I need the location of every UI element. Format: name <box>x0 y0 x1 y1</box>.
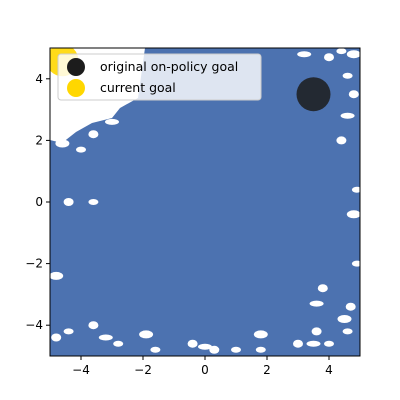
x-tick-label: 4 <box>325 363 333 377</box>
x-axis: −4 −2 0 2 4 <box>72 356 333 377</box>
coverage-gap <box>198 343 212 350</box>
y-tick-label: 2 <box>35 133 43 147</box>
x-tick-label: 2 <box>263 363 271 377</box>
coverage-gap <box>340 112 355 119</box>
coverage-gap <box>345 302 356 311</box>
y-axis: −4 −2 0 2 4 <box>25 72 50 332</box>
coverage-gap <box>88 321 99 330</box>
y-tick-label: 0 <box>35 195 43 209</box>
y-tick-label: −2 <box>25 257 43 271</box>
legend-box <box>57 53 262 101</box>
coverage-gap <box>309 300 324 307</box>
coverage-gap <box>88 199 99 205</box>
coverage-gap <box>336 48 347 55</box>
coverage-gap <box>88 130 99 139</box>
coverage-gap <box>50 271 64 280</box>
coverage-gap <box>55 139 70 148</box>
legend: original on-policy goal current goal <box>57 53 262 101</box>
legend-label-original-goal: original on-policy goal <box>100 59 238 74</box>
legend-marker-original-goal <box>67 58 85 76</box>
coverage-gap <box>346 210 360 219</box>
x-tick-label: −4 <box>72 363 90 377</box>
coverage-gap <box>231 346 241 353</box>
coverage-gap <box>76 146 86 153</box>
coverage-gap <box>98 334 113 341</box>
coverage-gap <box>63 328 74 335</box>
coverage-gap <box>351 186 360 193</box>
coverage-gap <box>306 340 321 347</box>
coverage-gap <box>342 72 353 79</box>
coverage-gap <box>255 346 266 353</box>
coverage-gap <box>346 50 360 59</box>
coverage-gap <box>311 327 322 336</box>
coverage-gap <box>209 345 220 354</box>
coverage-gap <box>187 339 198 348</box>
coverage-gap <box>253 330 268 339</box>
coverage-gap <box>317 284 328 293</box>
coverage-gap <box>113 340 124 347</box>
coverage-gap <box>324 340 334 347</box>
coverage-gap <box>348 90 359 99</box>
legend-label-current-goal: current goal <box>100 80 176 95</box>
coverage-gap <box>336 136 347 145</box>
x-tick-label: 0 <box>201 363 209 377</box>
coverage-gap <box>63 198 74 206</box>
coverage-gap <box>297 51 312 58</box>
coverage-gap <box>105 118 119 125</box>
coverage-gap <box>51 333 62 342</box>
original-goal-point <box>296 77 331 112</box>
x-tick-label: −2 <box>134 363 152 377</box>
legend-marker-current-goal <box>67 79 85 97</box>
coverage-gap <box>342 328 353 335</box>
y-tick-label: 4 <box>35 72 43 86</box>
y-tick-label: −4 <box>25 318 43 332</box>
coverage-gap <box>293 339 303 348</box>
coverage-gaps <box>50 48 360 354</box>
coverage-gap <box>150 346 161 353</box>
coverage-gap <box>139 330 154 339</box>
coverage-gap <box>337 315 352 323</box>
coverage-gap <box>351 260 360 267</box>
coverage-gap <box>324 53 334 62</box>
